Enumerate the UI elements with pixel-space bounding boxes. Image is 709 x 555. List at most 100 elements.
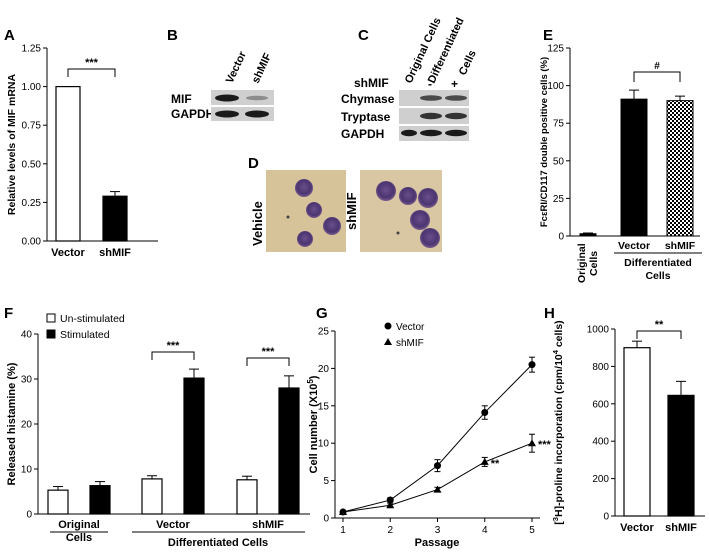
band-gapdh-vector (215, 110, 239, 118)
a-significance-label: *** (85, 57, 99, 69)
cell-vehicle-2 (306, 202, 322, 218)
band-gapdh-diff-plus (445, 129, 467, 137)
e-y-tick-label: 50 (553, 156, 565, 167)
f-x-tick-label: Cells (66, 532, 92, 544)
f-bar-stimulated (183, 377, 205, 515)
blot-strip-gapdh (211, 107, 274, 121)
f-bar-un-stimulated (141, 478, 163, 515)
h-x-tick-label: Vector (620, 522, 654, 534)
lane-label-shmif: shMIF (250, 51, 274, 85)
e-significance-bracket (633, 71, 681, 82)
debris-vehicle (286, 215, 290, 219)
a-y-tick-label: 0.00 (22, 237, 42, 248)
chart-f-released-histamine: Released histamine (%) 0 10 20 30 40 Un-stimul… (6, 313, 310, 549)
f-significance-bracket (246, 357, 290, 366)
f-x-tick-label: shMIF (252, 519, 284, 531)
f-bar-un-stimulated (47, 489, 69, 515)
h-y-axis-label: [3H]-proline incorporation (cpm/104 cell… (551, 320, 566, 524)
f-y-axis-label: Released histamine (%) (6, 362, 18, 485)
panel-b-blot: Vector shMIF MIF GAPDH (171, 49, 274, 121)
f-bar-un-stimulated (236, 479, 258, 515)
cell-shmif-4 (410, 210, 430, 230)
blot-row-mif: MIF (171, 92, 192, 106)
f-y-tick-label: 30 (21, 375, 33, 386)
f-y-tick-label: 0 (26, 510, 32, 521)
a-y-tick-label: 1.00 (22, 82, 42, 93)
e-group-label: Cells (645, 270, 670, 282)
g-point-shmif (339, 508, 347, 516)
e-x-tick-label: Vector (618, 240, 650, 252)
a-bar-shmif (102, 195, 128, 242)
band-tryptase-diff-minus (420, 112, 442, 120)
f-y-tick-label: 40 (21, 330, 33, 341)
cell-shmif-2 (399, 187, 417, 205)
g-point-shmif (480, 457, 489, 465)
f-legend-label: Stimulated (60, 329, 110, 341)
e-group-label: Differentiated (624, 257, 692, 269)
g-y-tick-label: 0 (323, 514, 329, 525)
band-tryptase-diff-plus (445, 112, 467, 120)
g-y-tick-label: 20 (318, 364, 330, 375)
blot-row-tryptase: Tryptase (341, 110, 391, 124)
g-x-tick-label: 3 (435, 525, 441, 536)
lane-label-vector: Vector (224, 49, 249, 85)
f-bar-stimulated (89, 485, 111, 515)
chart-e-double-positive-cells: FcεRI/CD117 double positive cells (%) 0 25… (539, 44, 702, 283)
cell-shmif-3 (418, 188, 438, 208)
a-x-tick-label: Vector (51, 247, 85, 259)
f-legend-swatch-stimulated (46, 329, 56, 339)
g-y-tick-label: 5 (323, 476, 329, 487)
chart-a-mif-mrna: Relative levels of MIF mRNA 0.00 0.25 0.50 0… (6, 44, 158, 259)
h-y-tick-label: 800 (592, 362, 609, 373)
g-y-tick-label: 25 (318, 327, 330, 338)
f-significance-label: *** (262, 346, 276, 358)
f-x-tick-label: Original (58, 519, 100, 531)
g-x-tick-label: 4 (482, 525, 488, 536)
cell-vehicle-3 (323, 217, 341, 235)
f-y-tick-label: 20 (21, 420, 33, 431)
f-bar-stimulated (278, 387, 300, 515)
f-significance-label: *** (167, 340, 181, 352)
g-line-shmif (342, 442, 533, 513)
panel-label-d: D (248, 155, 259, 172)
chart-h-proline-incorporation: [3H]-proline incorporation (cpm/104 cell… (551, 319, 705, 534)
a-bar-vector (55, 85, 81, 242)
h-bar-vector (623, 347, 651, 517)
g-point-vector (386, 496, 394, 504)
panel-label-a: A (4, 27, 15, 44)
g-y-axis-label-part: ) (308, 375, 320, 379)
h-y-tick-label: 1000 (587, 325, 610, 336)
blot-row-chymase: Chymase (341, 92, 395, 106)
f-significance-bracket (151, 351, 195, 360)
panel-label-g: G (316, 305, 328, 322)
a-x-tick-label: shMIF (99, 247, 131, 259)
f-group-label: Differentiated Cells (168, 537, 268, 549)
blot-row-gapdh-c: GAPDH (341, 127, 384, 141)
a-y-axis-label: Relative levels of MIF mRNA (6, 73, 18, 215)
h-y-tick-label: 400 (592, 437, 609, 448)
e-bar-original-cells (579, 233, 597, 237)
e-x-tick-label: Cells (588, 251, 600, 276)
panel-label-c: C (358, 27, 369, 44)
g-y-tick-label: 10 (318, 439, 330, 450)
g-point-vector (528, 361, 536, 369)
e-x-tick-label: Original (576, 243, 588, 283)
e-bar-shmif (666, 100, 694, 237)
f-legend-label: Un-stimulated (60, 313, 125, 325)
h-bar-shmif (667, 394, 695, 517)
g-legend-marker-vector (384, 322, 392, 330)
h-y-axis-label-part: cells) (553, 320, 565, 350)
e-y-tick-label: 25 (553, 194, 565, 205)
g-point-vector (481, 409, 489, 417)
panel-label-h: H (544, 305, 555, 322)
cell-vehicle-4 (297, 231, 313, 247)
h-y-axis-label-part: 4 (551, 349, 560, 354)
cell-shmif-5 (420, 228, 440, 248)
shmif-minus: - (428, 77, 432, 91)
e-y-axis-label: FcεRI/CD117 double positive cells (%) (539, 57, 550, 227)
g-point-shmif (386, 501, 395, 509)
g-point-vector (434, 462, 441, 470)
a-y-tick-label: 1.25 (22, 44, 42, 55)
h-y-tick-label: 600 (592, 399, 609, 410)
